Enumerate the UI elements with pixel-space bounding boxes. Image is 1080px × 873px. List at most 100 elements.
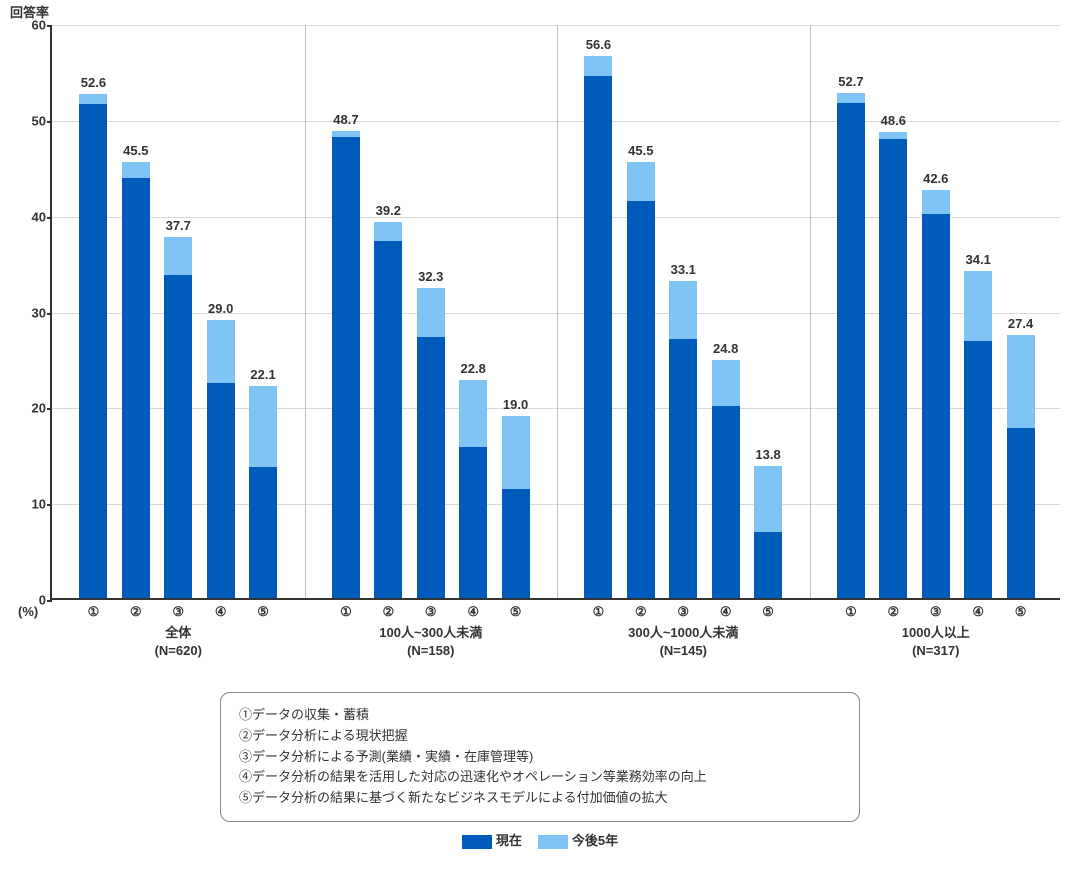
bar-segment-current xyxy=(584,76,612,598)
group-separator xyxy=(305,25,306,598)
bar-value-label: 22.1 xyxy=(250,367,275,382)
item-legend-line: ⑤データ分析の結果に基づく新たなビジネスモデルによる付加価値の拡大 xyxy=(239,788,841,809)
bar: 33.1 xyxy=(669,281,697,598)
bar: 34.1 xyxy=(964,271,992,598)
bar: 42.6 xyxy=(922,190,950,598)
y-tick-label: 60 xyxy=(32,18,46,33)
item-legend-line: ②データ分析による現状把握 xyxy=(239,726,841,747)
group-n: (N=317) xyxy=(902,642,970,660)
bar-segment-current xyxy=(459,447,487,598)
x-item-label: ① xyxy=(88,604,100,620)
x-item-label: ⑤ xyxy=(762,604,774,620)
x-unit-label: (%) xyxy=(18,604,38,619)
bar: 37.7 xyxy=(164,237,192,598)
bar: 13.8 xyxy=(754,466,782,598)
x-item-label: ⑤ xyxy=(1015,604,1027,620)
bar: 32.3 xyxy=(417,288,445,598)
group-label: 100人~300人未満(N=158) xyxy=(379,624,482,660)
plot-area: (%) 010203040506052.6①45.5②37.7③29.0④22.… xyxy=(50,25,1060,600)
bar: 45.5 xyxy=(122,162,150,598)
bar: 27.4 xyxy=(1007,335,1035,598)
y-tick-label: 20 xyxy=(32,401,46,416)
x-item-label: ④ xyxy=(720,604,732,620)
bar-segment-future xyxy=(374,222,402,240)
bar: 48.7 xyxy=(332,131,360,598)
bar-value-label: 19.0 xyxy=(503,397,528,412)
x-item-label: ④ xyxy=(215,604,227,620)
bar-segment-future xyxy=(249,386,277,467)
bar-segment-future xyxy=(332,131,360,137)
bar: 22.1 xyxy=(249,386,277,598)
bar: 45.5 xyxy=(627,162,655,598)
x-item-label: ② xyxy=(383,604,395,620)
bar: 56.6 xyxy=(584,56,612,598)
bar-value-label: 48.7 xyxy=(333,112,358,127)
y-tick-mark xyxy=(47,25,52,27)
bar-value-label: 42.6 xyxy=(923,171,948,186)
x-item-label: ③ xyxy=(172,604,184,620)
bar-segment-current xyxy=(207,383,235,598)
group-label: 全体(N=620) xyxy=(155,624,202,660)
bar-value-label: 39.2 xyxy=(376,203,401,218)
y-tick-label: 0 xyxy=(39,593,46,608)
gridline xyxy=(52,121,1060,122)
bar-segment-future xyxy=(879,132,907,139)
x-item-label: ③ xyxy=(677,604,689,620)
x-item-label: ④ xyxy=(972,604,984,620)
bar: 22.8 xyxy=(459,380,487,599)
bar-segment-current xyxy=(879,139,907,598)
y-tick-mark xyxy=(47,600,52,602)
bar-segment-future xyxy=(754,466,782,532)
legend-swatch xyxy=(462,835,492,849)
bar-value-label: 24.8 xyxy=(713,341,738,356)
bar-segment-current xyxy=(417,337,445,598)
x-item-label: ④ xyxy=(467,604,479,620)
item-legend-line: ①データの収集・蓄積 xyxy=(239,705,841,726)
bar-value-label: 22.8 xyxy=(461,361,486,376)
bar-segment-current xyxy=(249,467,277,598)
bar-value-label: 45.5 xyxy=(123,143,148,158)
group-name: 300人~1000人未満 xyxy=(628,624,738,642)
bar-segment-current xyxy=(837,103,865,598)
bar-value-label: 32.3 xyxy=(418,269,443,284)
bar-segment-future xyxy=(79,94,107,105)
group-separator xyxy=(810,25,811,598)
bar-segment-future xyxy=(922,190,950,214)
bar: 48.6 xyxy=(879,132,907,598)
bar-value-label: 13.8 xyxy=(755,447,780,462)
legend-label: 現在 xyxy=(496,833,522,848)
group-n: (N=620) xyxy=(155,642,202,660)
bar: 39.2 xyxy=(374,222,402,598)
series-legend-item: 現在 xyxy=(462,830,522,849)
bar-value-label: 48.6 xyxy=(881,113,906,128)
bar: 29.0 xyxy=(207,320,235,598)
bar-segment-current xyxy=(122,178,150,598)
legend-swatch xyxy=(538,835,568,849)
bar-segment-future xyxy=(207,320,235,383)
bar: 19.0 xyxy=(502,416,530,598)
bar-segment-future xyxy=(1007,335,1035,428)
bar-segment-future xyxy=(964,271,992,341)
bar-value-label: 27.4 xyxy=(1008,316,1033,331)
bar-segment-future xyxy=(122,162,150,178)
item-legend-box: ①データの収集・蓄積②データ分析による現状把握③データ分析による予測(業績・実績… xyxy=(220,692,860,822)
bar-segment-current xyxy=(922,214,950,598)
bar-segment-future xyxy=(584,56,612,76)
x-item-label: ⑤ xyxy=(257,604,269,620)
y-tick-label: 50 xyxy=(32,113,46,128)
x-item-label: ③ xyxy=(425,604,437,620)
bar: 52.6 xyxy=(79,94,107,598)
item-legend-line: ④データ分析の結果を活用した対応の迅速化やオペレーション等業務効率の向上 xyxy=(239,767,841,788)
bar-segment-future xyxy=(502,416,530,489)
chart-container: 回答率 (%) 010203040506052.6①45.5②37.7③29.0… xyxy=(0,0,1080,873)
bar-segment-future xyxy=(627,162,655,201)
bar-segment-current xyxy=(627,201,655,598)
bar-value-label: 56.6 xyxy=(586,37,611,52)
series-legend: 現在今後5年 xyxy=(0,830,1080,849)
y-tick-label: 10 xyxy=(32,497,46,512)
x-item-label: ① xyxy=(593,604,605,620)
bar-value-label: 33.1 xyxy=(671,262,696,277)
bar-segment-future xyxy=(164,237,192,275)
x-item-label: ① xyxy=(845,604,857,620)
bar-segment-current xyxy=(754,532,782,598)
